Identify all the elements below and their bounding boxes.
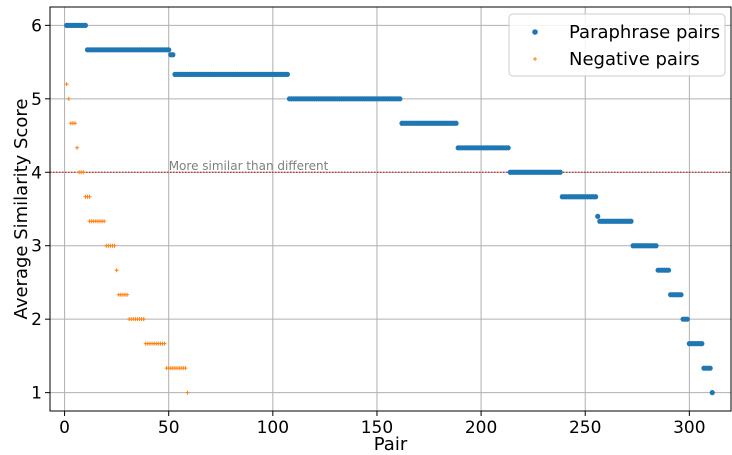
x-tick-label: 100	[257, 418, 289, 438]
negative-point	[125, 292, 130, 297]
paraphrase-point	[709, 390, 715, 396]
reference-annotation: More similar than different	[169, 159, 329, 173]
legend-label: Paraphrase pairs	[569, 22, 720, 43]
paraphrase-point	[170, 52, 176, 58]
paraphrase-point	[453, 120, 459, 126]
paraphrase-point	[557, 169, 563, 175]
negative-point	[102, 219, 107, 224]
paraphrase-point	[166, 47, 172, 53]
legend-marker-paraphrase	[532, 29, 538, 35]
y-axis-label: Average Similarity Score	[11, 99, 32, 320]
x-tick-label: 300	[673, 418, 705, 438]
negative-point	[162, 341, 167, 346]
paraphrase-point	[595, 213, 601, 219]
paraphrase-point	[665, 267, 672, 273]
x-axis-label: Pair	[374, 434, 408, 455]
y-tick-label: 4	[31, 163, 42, 183]
paraphrase-point	[699, 341, 705, 347]
legend: Paraphrase pairs Negative pairs	[508, 13, 726, 77]
negative-point	[75, 145, 80, 150]
y-tick-label: 2	[31, 310, 42, 330]
negative-point	[87, 194, 92, 199]
legend-label: Negative pairs	[569, 49, 700, 70]
series-paraphrase	[64, 22, 715, 396]
x-tick-label: 250	[569, 418, 601, 438]
y-tick-label: 3	[31, 237, 42, 257]
y-tick-label: 6	[31, 16, 42, 36]
paraphrase-point	[684, 316, 690, 322]
x-tick-label: 0	[59, 418, 70, 438]
negative-point	[112, 243, 117, 248]
plot-frame	[49, 6, 732, 412]
axis-ticks: 0 50 100 150 200 250 300 1 2 3 4 5 6	[31, 16, 705, 438]
paraphrase-point	[593, 194, 599, 200]
x-tick-label: 150	[361, 418, 393, 438]
paraphrase-point	[653, 243, 659, 249]
paraphrase-point	[707, 365, 713, 371]
paraphrase-point	[284, 71, 291, 77]
negative-point	[72, 121, 77, 126]
negative-point	[141, 317, 146, 322]
paraphrase-point	[82, 22, 89, 28]
paraphrase-point	[678, 292, 684, 298]
legend-marker-negative	[533, 57, 537, 61]
negative-point	[114, 268, 119, 273]
paraphrase-point	[505, 145, 511, 151]
negative-point	[64, 82, 69, 87]
x-tick-label: 50	[158, 418, 180, 438]
negative-point	[183, 366, 188, 371]
negative-point	[185, 390, 190, 395]
series-negative	[64, 82, 190, 395]
x-tick-label: 200	[465, 418, 497, 438]
y-tick-label: 1	[31, 384, 42, 404]
data-points	[64, 22, 715, 396]
y-tick-label: 5	[31, 90, 42, 110]
legend-box	[508, 13, 726, 77]
negative-point	[66, 96, 71, 101]
paraphrase-point	[397, 96, 403, 102]
negative-point	[81, 170, 86, 175]
paraphrase-point	[628, 218, 634, 224]
